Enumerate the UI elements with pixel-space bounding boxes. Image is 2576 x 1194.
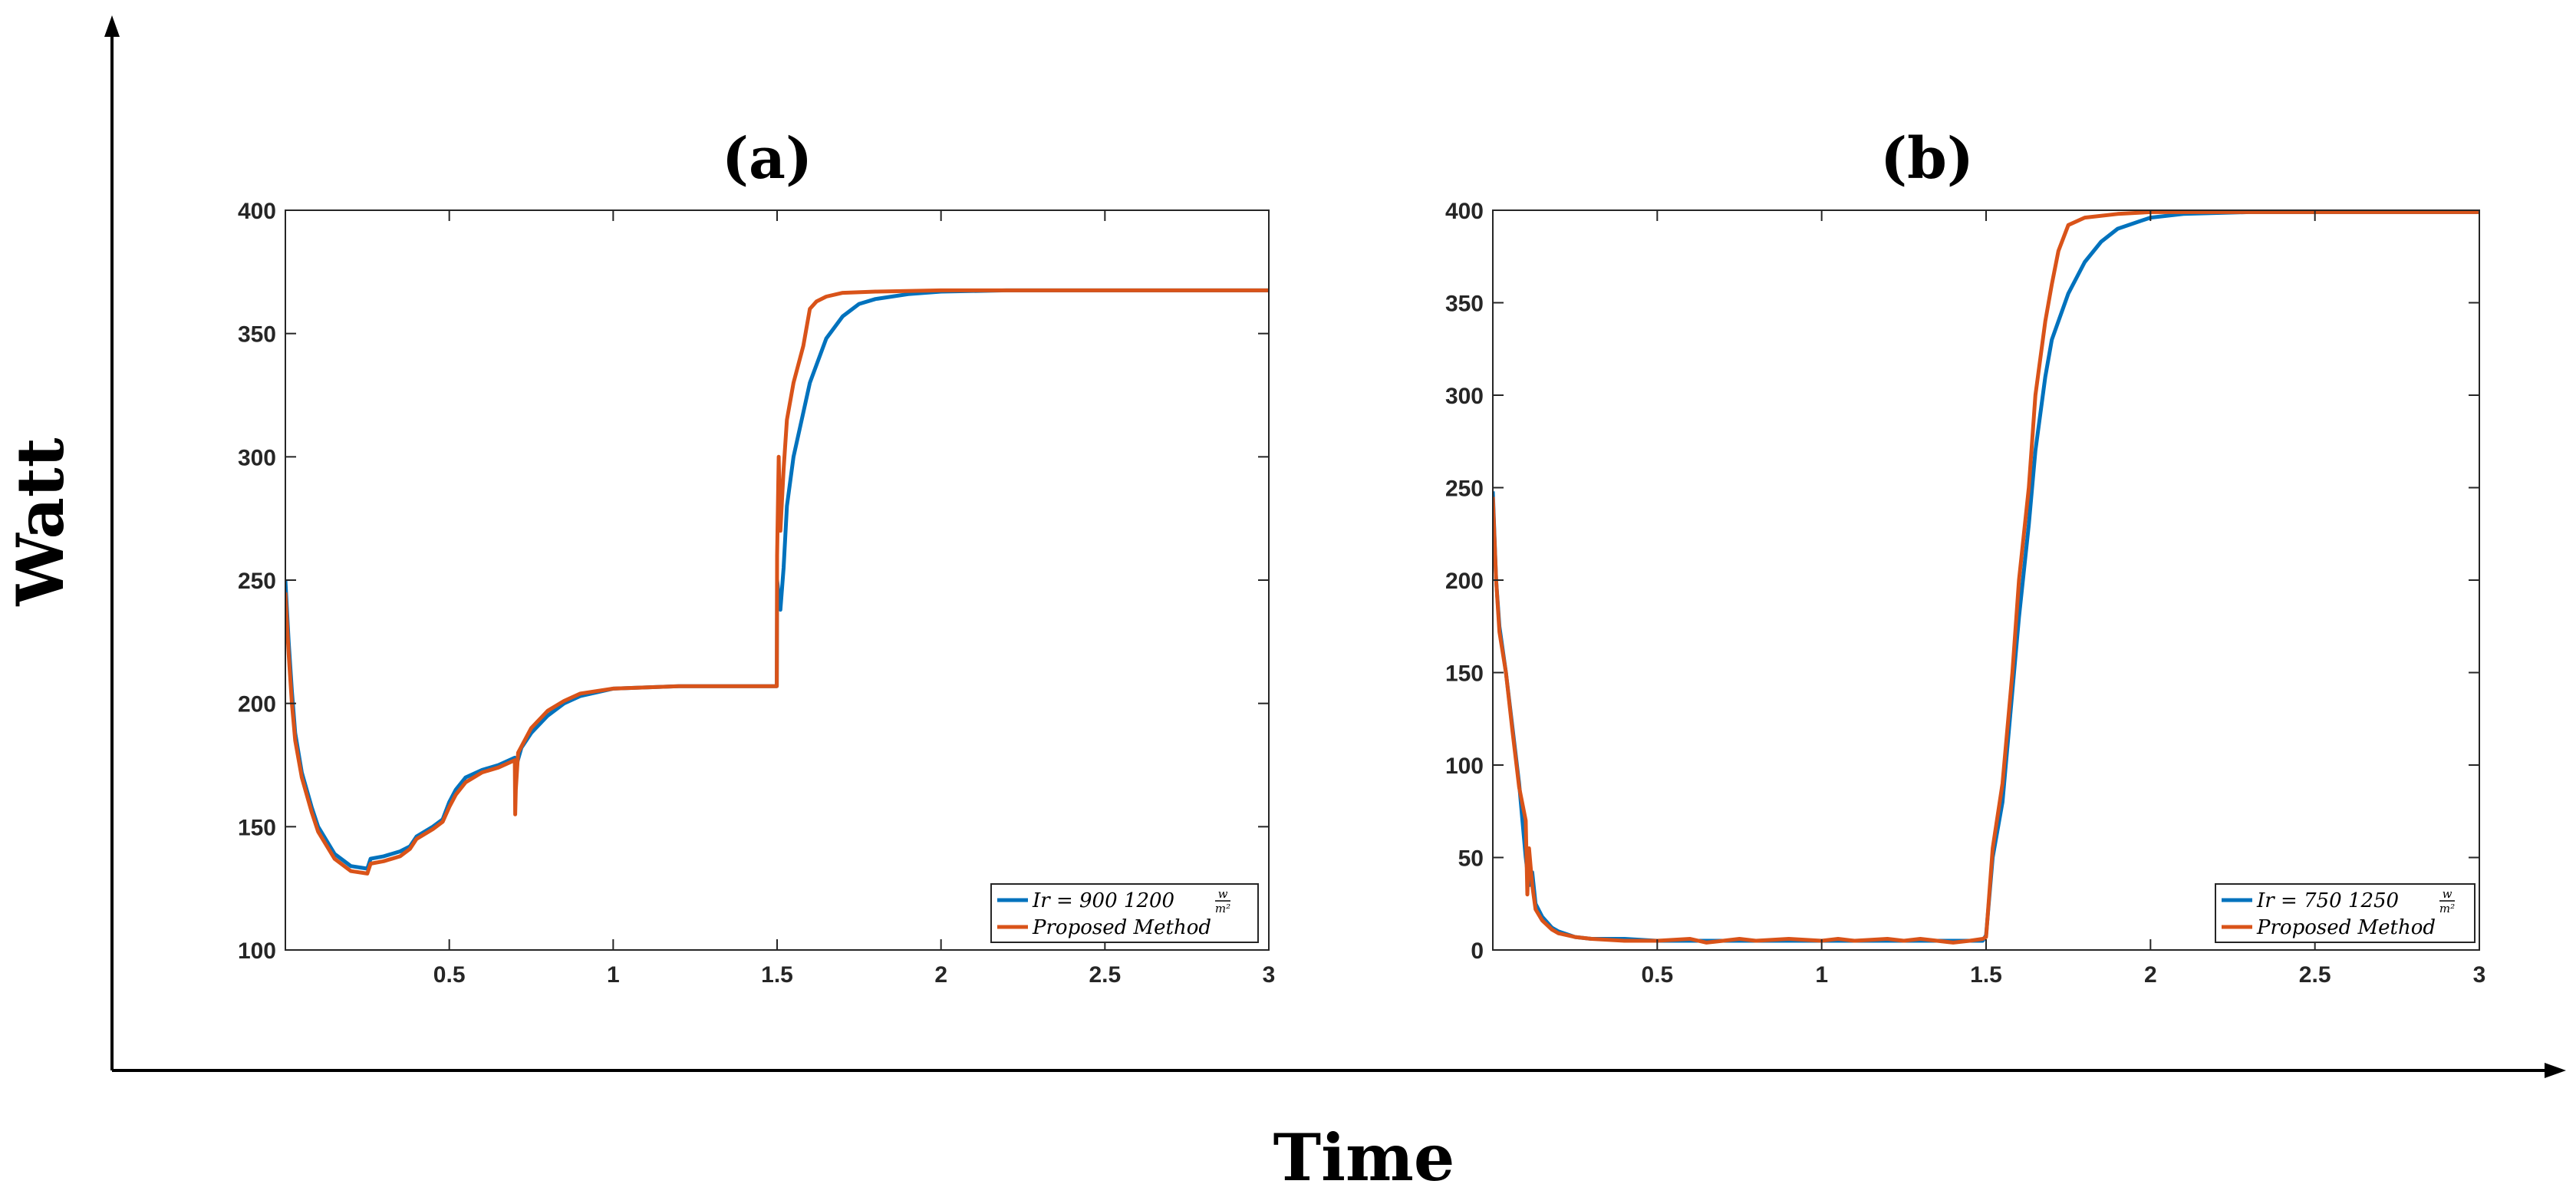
panel-a-legend: Ir = 900 1200 w m² Proposed Method bbox=[990, 883, 1259, 943]
outer-x-arrowhead bbox=[2545, 1063, 2566, 1078]
panel-a-ytick-label: 100 bbox=[238, 938, 276, 964]
panel-a-xtick-label: 2.5 bbox=[1089, 962, 1121, 988]
panel-a-ytick-label: 350 bbox=[238, 322, 276, 348]
panel-b-legend-label-1: Ir = 750 1250 bbox=[2256, 889, 2399, 912]
panel-b-legend-frac-num-1: w bbox=[2443, 887, 2452, 901]
panel-a-ytick-label: 300 bbox=[238, 445, 276, 470]
panel-b-xtick-label: 1 bbox=[1815, 962, 1828, 988]
panel-b-ytick-label: 50 bbox=[1458, 846, 1484, 872]
panel-a-legend-label-2: Proposed Method bbox=[1032, 916, 1211, 939]
panel-b-legend-box bbox=[2215, 883, 2476, 943]
panel-b-legend: Ir = 750 1250 w m² Proposed Method bbox=[2215, 883, 2476, 943]
panel-b-legend-frac-den-1: m² bbox=[2439, 902, 2455, 915]
panel-a-title: (a) bbox=[722, 126, 812, 192]
panel-b-ytick-label: 400 bbox=[1445, 199, 1484, 224]
panel-a-legend-frac-den-1: m² bbox=[1215, 902, 1230, 915]
panel-b-plot-frame bbox=[1492, 209, 2480, 951]
figure-y-label: Watt bbox=[2, 437, 78, 606]
panel-b-ytick-label: 150 bbox=[1445, 661, 1484, 687]
panel-b-xtick-label: 0.5 bbox=[1641, 962, 1673, 988]
panel-b-ytick-label: 200 bbox=[1445, 569, 1484, 594]
panel-a-xtick-label: 1.5 bbox=[761, 962, 793, 988]
panel-a-ytick-label: 150 bbox=[238, 815, 276, 840]
outer-y-arrowhead bbox=[104, 15, 120, 37]
panel-a-legend-box bbox=[990, 883, 1259, 943]
panel-b-legend-label-2: Proposed Method bbox=[2256, 916, 2436, 939]
panel-b-series bbox=[1493, 210, 2479, 945]
panel-a-ytick-label: 200 bbox=[238, 692, 276, 717]
panel-a-xtick-label: 3 bbox=[1263, 962, 1276, 988]
outer-axes bbox=[104, 15, 2566, 1078]
panel-a-series-line-2 bbox=[285, 288, 1269, 876]
panel-b-xtick-label: 1.5 bbox=[1970, 962, 2002, 988]
panel-a-legend-frac-num-1: w bbox=[1218, 887, 1228, 901]
panel-a-ticks: 100 150 200 250 300 350 400 0.5 1 1.5 2 2.5 3 bbox=[238, 199, 1275, 988]
panel-b-xtick-label: 2.5 bbox=[2299, 962, 2331, 988]
panel-a-ytick-label: 250 bbox=[238, 569, 276, 594]
panel-b-ytick-label: 300 bbox=[1445, 384, 1484, 409]
panel-a-xtick-label: 0.5 bbox=[433, 962, 466, 988]
figure-x-label: Time bbox=[1273, 1120, 1455, 1194]
panel-b-xtick-label: 2 bbox=[2144, 962, 2157, 988]
panel-b-ytick-label: 350 bbox=[1445, 292, 1484, 317]
panel-a-xtick-label: 1 bbox=[607, 962, 620, 988]
panel-a-ytick-label: 400 bbox=[238, 199, 276, 224]
panel-b-ytick-label: 100 bbox=[1445, 754, 1484, 779]
panel-a-xtick-label: 2 bbox=[934, 962, 947, 988]
panel-b-ytick-label: 0 bbox=[1471, 938, 1484, 964]
panel-b-xtick-label: 3 bbox=[2473, 962, 2486, 988]
panel-b-series-line-2 bbox=[1493, 210, 2479, 945]
panel-b-series-line-1 bbox=[1493, 210, 2479, 943]
panel-a-legend-label-1: Ir = 900 1200 bbox=[1032, 889, 1174, 912]
panel-b-ytick-label: 250 bbox=[1445, 477, 1484, 502]
panel-a-series bbox=[285, 288, 1269, 876]
panel-b: (b) 0 50 100 150 200 250 300 350 400 0.5 1 1.5 2 2.5 3… bbox=[1445, 126, 2485, 988]
panel-b-title: (b) bbox=[1880, 126, 1974, 192]
panel-b-ticks: 0 50 100 150 200 250 300 350 400 0.5 1 1.5 2 2.5 3 bbox=[1445, 199, 2485, 988]
panel-a: (a) 100 150 200 250 300 350 400 0.5 1 1.5 2 2.5 3 Ir… bbox=[238, 126, 1275, 988]
